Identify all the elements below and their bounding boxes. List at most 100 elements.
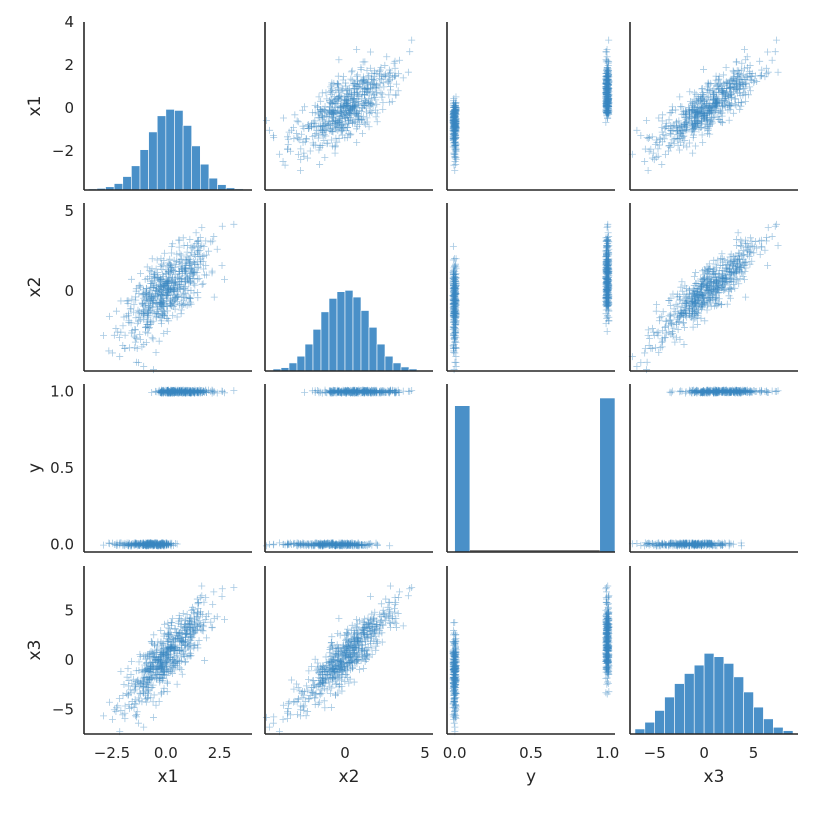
- scatter-point: [109, 349, 116, 356]
- scatter-point: [353, 46, 360, 53]
- scatter-point: [769, 57, 776, 64]
- scatter-point: [752, 238, 759, 245]
- scatter-point: [730, 110, 737, 117]
- scatter-point: [406, 48, 413, 55]
- scatter-point: [383, 53, 390, 60]
- scatter-point: [156, 338, 163, 345]
- panel-x2-vs-y: [447, 203, 615, 373]
- scatter-point: [210, 233, 217, 240]
- hist-bar-x2-10: [345, 290, 353, 371]
- scatter-point: [174, 313, 181, 320]
- hist-bar-x1-6: [140, 150, 149, 190]
- hist-bar-x2-11: [353, 297, 361, 371]
- scatter-point: [321, 154, 328, 161]
- scatter-point: [451, 349, 458, 356]
- y-tick-label-x1: 4: [64, 13, 74, 31]
- hist-bar-x1-12: [192, 146, 201, 190]
- scatter-point: [199, 281, 206, 288]
- scatter-point: [168, 250, 175, 257]
- scatter-point: [276, 151, 283, 158]
- panel-x2-vs-x3: [629, 203, 798, 373]
- scatter-point: [641, 349, 648, 356]
- scatter-point: [677, 284, 684, 291]
- scatter-point: [405, 69, 412, 76]
- scatter-point: [655, 153, 662, 160]
- scatter-point: [637, 359, 644, 366]
- scatter-point: [656, 314, 663, 321]
- scatter-point: [720, 71, 727, 78]
- scatter-point: [604, 223, 611, 230]
- scatter-point: [299, 107, 306, 114]
- scatter-point: [736, 106, 743, 113]
- scatter-point: [406, 388, 413, 395]
- scatter-point: [723, 64, 730, 71]
- scatter-point: [316, 93, 323, 100]
- scatter-point: [379, 99, 386, 106]
- scatter-point: [764, 48, 771, 55]
- panel-y-vs-x3: [629, 384, 798, 552]
- scatter-point: [641, 158, 648, 165]
- hist-bar-x2-8: [329, 298, 337, 371]
- scatter-point: [742, 294, 749, 301]
- scatter-point: [660, 308, 667, 315]
- hist-bar-x2-6: [313, 329, 321, 371]
- scatter-point: [451, 255, 458, 262]
- scatter-point: [699, 139, 706, 146]
- scatter-point: [184, 249, 191, 256]
- scatter-point: [112, 325, 119, 332]
- scatter-point: [327, 83, 334, 90]
- panel-x1-vs-x3: [629, 22, 798, 190]
- hist-bar-x2-12: [361, 311, 369, 371]
- scatter-point: [332, 142, 339, 149]
- scatter-point: [633, 127, 640, 134]
- scatter-point: [667, 302, 674, 309]
- scatter-point: [219, 262, 226, 269]
- scatter-point: [392, 58, 399, 65]
- scatter-point: [280, 158, 287, 165]
- scatter-point: [450, 243, 457, 250]
- scatter-point: [211, 294, 218, 301]
- scatter-point: [775, 69, 782, 76]
- scatter-point: [263, 542, 270, 549]
- y-tick-label-y: 0.0: [50, 535, 74, 553]
- scatter-point: [353, 139, 360, 146]
- hist-bar-x1-8: [157, 116, 166, 190]
- scatter-point: [408, 37, 415, 44]
- scatter-point: [741, 268, 748, 275]
- scatter-point: [602, 119, 609, 126]
- scatter-point: [386, 542, 393, 549]
- scatter-point: [161, 250, 168, 257]
- scatter-point: [160, 330, 167, 337]
- scatter-point: [765, 69, 772, 76]
- scatter-point: [373, 113, 380, 120]
- scatter-point: [719, 119, 726, 126]
- scatter-point: [645, 167, 652, 174]
- scatter-point: [761, 247, 768, 254]
- scatter-point: [385, 91, 392, 98]
- scatter-point: [758, 244, 765, 251]
- scatter-point: [649, 155, 656, 162]
- scatter-point: [153, 349, 160, 356]
- scatter-point: [230, 221, 237, 228]
- scatter-point: [157, 255, 164, 262]
- scatter-point: [316, 161, 323, 168]
- scatter-point: [772, 48, 779, 55]
- scatter-point: [603, 57, 610, 64]
- scatter-point: [358, 66, 365, 73]
- hist-bar-x2-16: [393, 363, 401, 371]
- scatter-point: [391, 60, 398, 67]
- scatter-point: [699, 131, 706, 138]
- hist-bar-x2-3: [289, 363, 297, 371]
- y-axis-label-y: y: [25, 463, 45, 473]
- scatter-point: [665, 147, 672, 154]
- scatter-point: [757, 251, 764, 258]
- hist-bar-x1-5: [131, 166, 140, 190]
- scatter-point: [100, 332, 107, 339]
- y-axis-label-x2: x2: [25, 277, 45, 298]
- scatter-point: [380, 83, 387, 90]
- scatter-point: [332, 150, 339, 157]
- scatter-point: [317, 98, 324, 105]
- scatter-point: [209, 237, 216, 244]
- scatter-point: [676, 93, 683, 100]
